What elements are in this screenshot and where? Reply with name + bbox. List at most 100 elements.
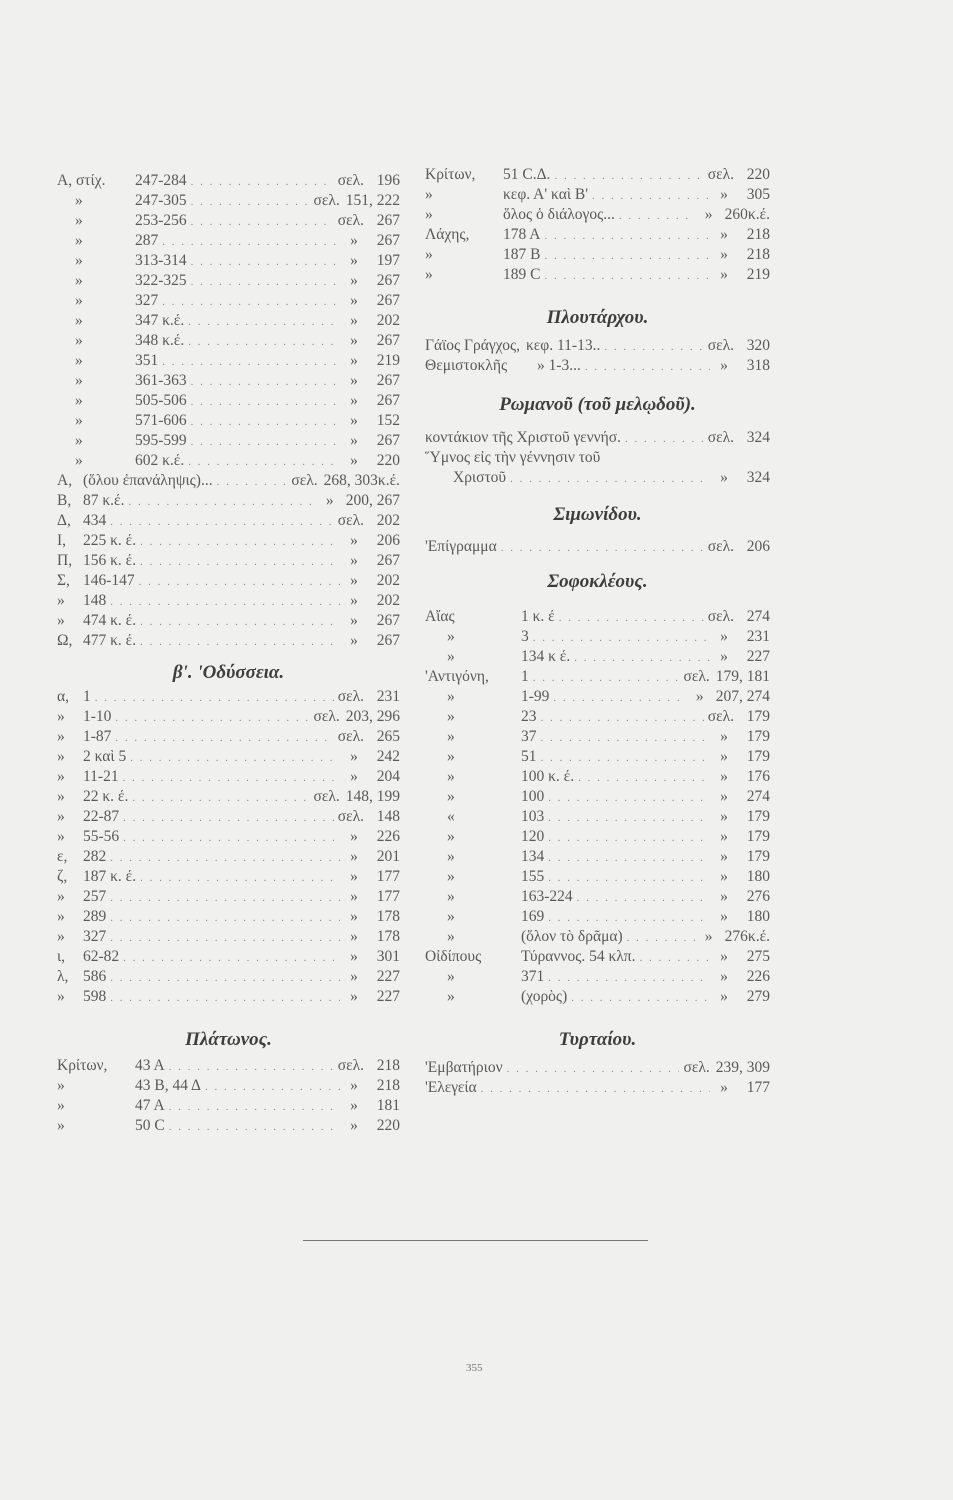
page-number-ref: 279 [746,988,770,1005]
entry-text: Ὕμνος εἰς τὴν γέννησιν τοῦ [425,449,601,466]
page-number-ref: 276κ.έ. [724,928,770,945]
page-ref-label: » [720,948,728,965]
entry-text: 595-599 [135,432,187,449]
entry-prefix: » [447,928,455,945]
page-ref-label: » [350,612,358,629]
entry-prefix: » [447,708,455,725]
entry-prefix: » [75,432,83,449]
index-entry: » 1-10 σελ. 203, 296 [57,707,400,727]
dot-leader [554,166,703,186]
index-entry: » 187 Β » 218 [425,245,770,265]
entry-prefix: » [447,628,455,645]
section-heading: Σιμωνίδου. [553,504,642,525]
entry-prefix: » [447,868,455,885]
page-ref-label: » [350,592,358,609]
entry-text: 43 Β, 44 Δ [135,1077,201,1094]
entry-prefix: » [447,748,455,765]
page-ref-label: » [350,392,358,409]
entry-prefix: » [425,186,433,203]
page-ref-label: » [350,232,358,249]
dot-leader [510,469,710,489]
entry-text: 225 κ. έ. [83,532,137,549]
dot-leader [115,708,309,728]
page-number-ref: 148 [376,808,400,825]
index-entry: » 361-363 » 267 [57,371,400,391]
index-entry: Ι, 225 κ. έ. » 206 [57,531,400,551]
page-number-ref: 178 [376,908,400,925]
page-ref-label: » [350,352,358,369]
index-entry: » κεφ. Α' καὶ Β' » 305 [425,185,770,205]
entry-prefix: » [447,888,455,905]
index-entry: λ, 586 » 227 [57,967,400,987]
page-ref-label: » [720,628,728,645]
index-entry: » 43 Β, 44 Δ » 218 [57,1076,400,1096]
entry-prefix: » [447,648,455,665]
entry-prefix: Γάϊος Γράγχος, [425,337,520,354]
entry-text: 148 [83,592,107,609]
dot-leader [169,1117,340,1137]
entry-prefix: » [57,748,65,765]
entry-prefix: » [447,908,455,925]
entry-text: 155 [521,868,545,885]
section-heading: Σοφοκλέους. [547,571,648,592]
page-number-ref: 267 [376,272,400,289]
page-number-ref: 227 [746,648,770,665]
dot-leader [191,412,340,432]
page-number-ref: 177 [746,1079,770,1096]
page-number-ref: 324 [746,469,770,486]
index-entry: » 571-606 » 152 [57,411,400,431]
dot-leader [571,988,710,1008]
entry-prefix: Ω, [57,632,73,649]
page-number-ref: 202 [376,572,400,589]
entry-prefix: Κρίτων, [425,166,476,183]
entry-prefix: » [57,612,65,629]
page-number-ref: 151, 222 [345,192,400,209]
entry-text: 178 Α [503,226,541,243]
page-number-ref: 267 [376,552,400,569]
entry-text: 146-147 [83,572,135,589]
dot-leader [544,266,710,286]
index-entry: » 253-256 σελ. 267 [57,211,400,231]
page-ref-label: σελ. [683,1059,710,1076]
entry-text: 134 [521,848,545,865]
page-number-ref: 219 [376,352,400,369]
page-ref-label: » [704,928,713,945]
entry-text: 37 [521,728,537,745]
section-heading: Ρωμανοῦ (τοῦ μελῳδοῦ). [499,394,696,415]
index-entry: Ω, 477 κ. έ. » 267 [57,631,400,651]
index-entry: » 11-21 » 204 [57,767,400,787]
page-number-ref: 218 [746,226,770,243]
index-entry: α, 1 σελ. 231 [57,687,400,707]
page-number-ref: 267 [376,232,400,249]
dot-leader [95,688,334,708]
dot-leader [110,592,340,612]
entry-text: 1-10 [83,708,112,725]
index-section: 'Επίγραμμα σελ. 206 [425,537,770,557]
index-entry: » 1-87 σελ. 265 [57,727,400,747]
page-number-ref: 218 [376,1057,400,1074]
entry-prefix: » [425,246,433,263]
dot-leader [130,748,340,768]
entry-prefix: ε, [57,848,68,865]
entry-prefix: » [75,452,83,469]
entry-text: 103 [521,808,545,825]
entry-prefix: ι, [57,948,66,965]
index-entry: » 2 καὶ 5 » 242 [57,747,400,767]
entry-prefix: » [57,828,65,845]
page-number-ref: 267 [376,632,400,649]
entry-text: κοντάκιον τῆς Χριστοῦ γεννήσ. [425,429,621,446]
page-ref-label: » [350,252,358,269]
section-heading: β'. 'Οδύσσεια. [172,662,285,683]
index-entry: Α, στίχ. 247-284 σελ. 196 [57,171,400,191]
page-ref-label: » [350,452,358,469]
entry-prefix: » [447,968,455,985]
index-entry: » (ὅλον τὸ δρᾶμα) » 276κ.έ. [425,927,770,947]
page-number-ref: 200, 267 [345,492,400,509]
index-entry: » 289 » 178 [57,907,400,927]
entry-prefix: » [75,392,83,409]
entry-text: 1 [521,668,529,685]
index-entry: » 505-506 » 267 [57,391,400,411]
entry-text: 156 κ. έ. [83,552,137,569]
index-entry: » 327 » 178 [57,927,400,947]
